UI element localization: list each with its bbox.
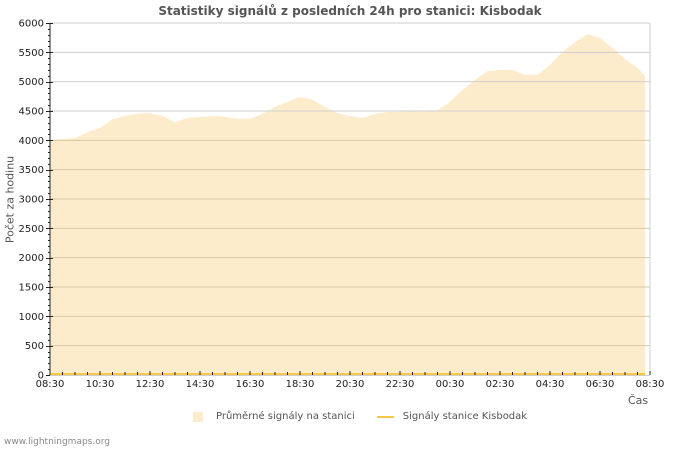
svg-text:3000: 3000 — [19, 195, 44, 206]
svg-text:2000: 2000 — [19, 253, 44, 264]
svg-text:1000: 1000 — [19, 312, 44, 323]
chart-title: Statistiky signálů z posledních 24h pro … — [158, 4, 542, 18]
svg-text:3500: 3500 — [19, 165, 44, 176]
svg-text:02:30: 02:30 — [486, 379, 515, 390]
svg-text:08:30: 08:30 — [36, 379, 65, 390]
footer-site-link[interactable]: www.lightningmaps.org — [4, 437, 110, 447]
svg-text:20:30: 20:30 — [336, 379, 365, 390]
svg-text:18:30: 18:30 — [286, 379, 315, 390]
svg-text:10:30: 10:30 — [86, 379, 115, 390]
svg-text:6000: 6000 — [19, 19, 44, 30]
svg-text:500: 500 — [25, 341, 44, 352]
svg-text:0: 0 — [38, 371, 44, 382]
legend-area-swatch — [193, 411, 203, 422]
svg-text:16:30: 16:30 — [236, 379, 265, 390]
legend-area-label: Průměrné signály na stanici — [216, 411, 355, 422]
svg-text:5000: 5000 — [19, 77, 44, 88]
y-axis-label: Počet za hodinu — [3, 155, 17, 244]
svg-text:22:30: 22:30 — [386, 379, 415, 390]
svg-text:08:30: 08:30 — [636, 379, 665, 390]
svg-text:5500: 5500 — [19, 48, 44, 59]
svg-text:2500: 2500 — [19, 224, 44, 235]
legend-line-label: Signály stanice Kisbodak — [402, 411, 528, 422]
x-axis-label: Čas — [628, 394, 649, 407]
legend: Průměrné signály na stanici Signály stan… — [193, 411, 527, 422]
svg-text:4500: 4500 — [19, 107, 44, 118]
legend-line-swatch — [376, 415, 394, 418]
svg-text:12:30: 12:30 — [136, 379, 165, 390]
svg-text:4000: 4000 — [19, 136, 44, 147]
svg-text:04:30: 04:30 — [536, 379, 565, 390]
svg-text:00:30: 00:30 — [436, 379, 465, 390]
svg-text:1500: 1500 — [19, 283, 44, 294]
svg-text:06:30: 06:30 — [586, 379, 615, 390]
svg-text:14:30: 14:30 — [186, 379, 215, 390]
